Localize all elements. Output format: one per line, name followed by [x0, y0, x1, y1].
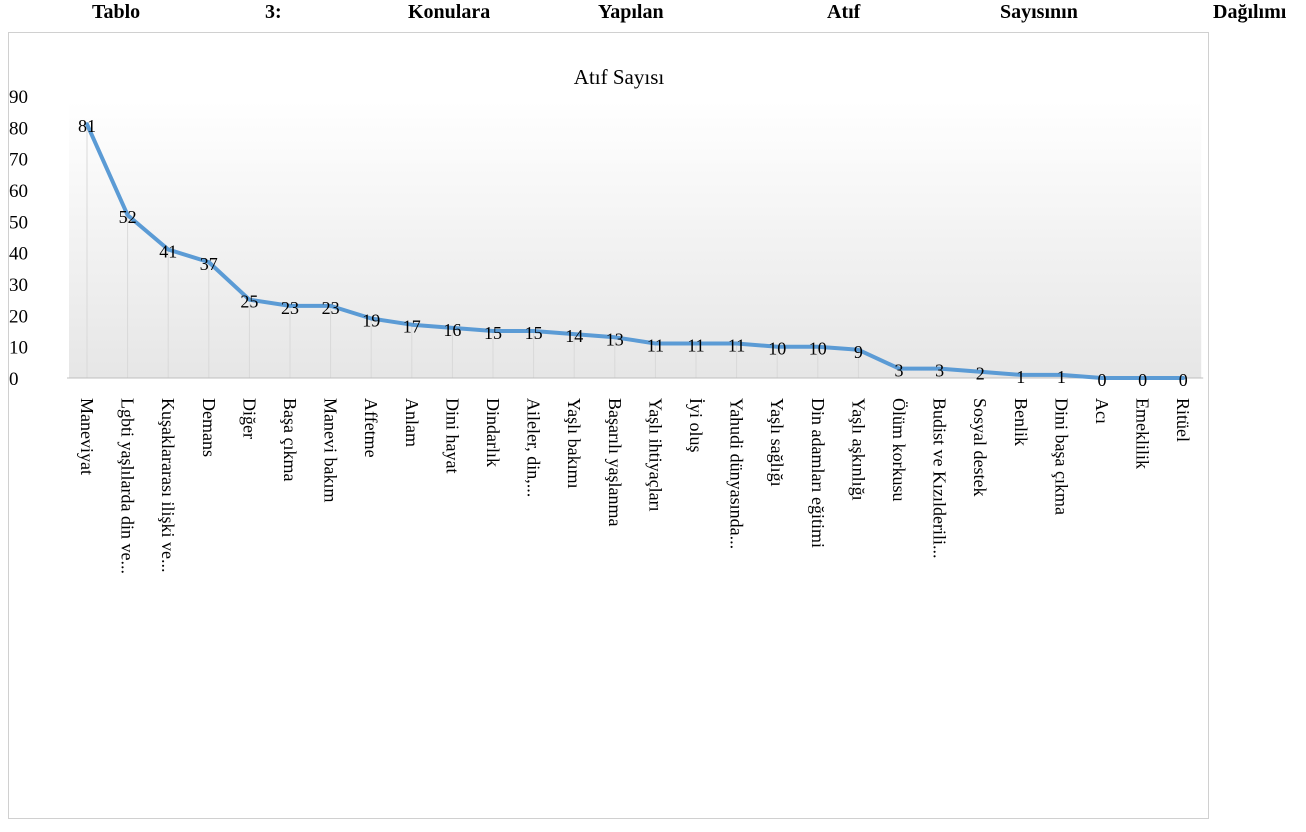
- chart-frame: Atıf Sayısı 0 10 20 30 40 50 60 70 80 90 Maneviya…: [8, 32, 1209, 819]
- plot-area: [69, 101, 1202, 378]
- data-label: 2: [976, 364, 985, 384]
- x-tick-label: Yaşlı aşkınlığı: [848, 398, 868, 501]
- caption-word: Dağılımı: [1213, 1, 1287, 23]
- x-tick-label: Affetme: [361, 398, 381, 458]
- y-tick-label: 10: [9, 338, 28, 359]
- caption-word: Konulara: [408, 1, 491, 23]
- data-label: 16: [443, 320, 461, 340]
- x-tick-label: Ritüel: [1173, 398, 1193, 442]
- x-tick-label: Benlik: [1011, 398, 1031, 446]
- data-label: 11: [687, 336, 704, 356]
- x-tick-label: Aileler, din,...: [524, 398, 544, 497]
- data-label: 3: [935, 361, 944, 381]
- x-tick-label: Kuşaklararası ilişki ve...: [158, 398, 178, 572]
- y-tick-label: 80: [9, 118, 28, 139]
- series-line: [85, 122, 1186, 380]
- data-label: 10: [768, 339, 786, 359]
- data-label: 52: [119, 207, 137, 227]
- caption-word: 3:: [265, 1, 282, 23]
- data-label: 0: [1098, 370, 1107, 390]
- data-label: 11: [728, 336, 745, 356]
- data-label: 17: [403, 317, 421, 337]
- x-tick-label: Demans: [199, 398, 219, 457]
- x-tick-label: Başa çıkma: [280, 398, 300, 481]
- y-tick-label: 70: [9, 150, 28, 171]
- caption-word: Yapılan: [598, 1, 664, 23]
- x-tick-label: Acı: [1092, 398, 1112, 424]
- x-tick-label: Budist ve Kızılderili...: [930, 398, 950, 558]
- y-tick-label: 0: [9, 369, 19, 390]
- chart-title: Atıf Sayısı: [574, 65, 665, 89]
- data-label: 81: [78, 116, 96, 136]
- y-tick-label: 40: [9, 244, 28, 265]
- data-label: 14: [565, 326, 583, 346]
- data-label: 11: [647, 336, 664, 356]
- data-label: 41: [159, 242, 177, 262]
- caption-word: Atıf: [827, 1, 861, 23]
- y-tick-label: 60: [9, 181, 28, 202]
- x-tick-label: Yaşlı ihtiyaçları: [645, 398, 665, 512]
- data-label: 0: [1179, 370, 1188, 390]
- data-label: 23: [322, 298, 340, 318]
- data-label: 3: [895, 361, 904, 381]
- data-label: 9: [854, 342, 863, 362]
- x-tick-label: Diğer: [239, 398, 259, 439]
- x-tick-label: Yahudi dünyasında...: [727, 398, 747, 549]
- data-label: 15: [525, 323, 543, 343]
- data-label: 23: [281, 298, 299, 318]
- x-tick-label: Anlam: [402, 398, 422, 447]
- caption-word: Sayısının: [1000, 1, 1078, 23]
- x-tick-label: Din adamları eğitimi: [808, 398, 828, 548]
- data-label: 1: [1057, 367, 1066, 387]
- table-caption: Tablo 3: Konulara Yapılan Atıf Sayısının…: [0, 0, 1306, 32]
- x-tick-label: Sosyal destek: [970, 398, 990, 496]
- x-tick-label: Dini hayat: [442, 398, 462, 473]
- data-label: 25: [240, 292, 258, 312]
- y-tick-label: 50: [9, 212, 28, 233]
- x-tick-label: İyi oluş: [686, 398, 706, 453]
- data-label: 10: [809, 339, 827, 359]
- x-tick-label: Dini başa çıkma: [1051, 398, 1071, 515]
- data-label: 0: [1138, 370, 1147, 390]
- y-tick-label: 20: [9, 306, 28, 327]
- x-tick-label: Dindarlık: [483, 398, 503, 467]
- data-label: 37: [200, 254, 218, 274]
- data-label: 13: [606, 329, 624, 349]
- y-tick-label: 90: [9, 87, 28, 108]
- data-label: 1: [1016, 367, 1025, 387]
- x-tick-label: Yaşlı sağlığı: [767, 398, 787, 487]
- x-tick-label: Yaşlı bakımı: [564, 398, 584, 489]
- y-tick-label: 30: [9, 275, 28, 296]
- x-tick-label: Maneviyat: [77, 398, 97, 475]
- x-tick-label: Emeklilik: [1133, 398, 1153, 469]
- caption-word: Tablo: [92, 1, 141, 23]
- x-tick-label: Lgbti yaşlılarda din ve...: [118, 398, 138, 574]
- x-tick-label: Başarılı yaşlanma: [605, 398, 625, 526]
- x-tick-label: Ölüm korkusu: [889, 398, 909, 502]
- x-tick-label: Manevi bakım: [321, 398, 341, 502]
- data-label: 15: [484, 323, 502, 343]
- data-label: 19: [362, 310, 380, 330]
